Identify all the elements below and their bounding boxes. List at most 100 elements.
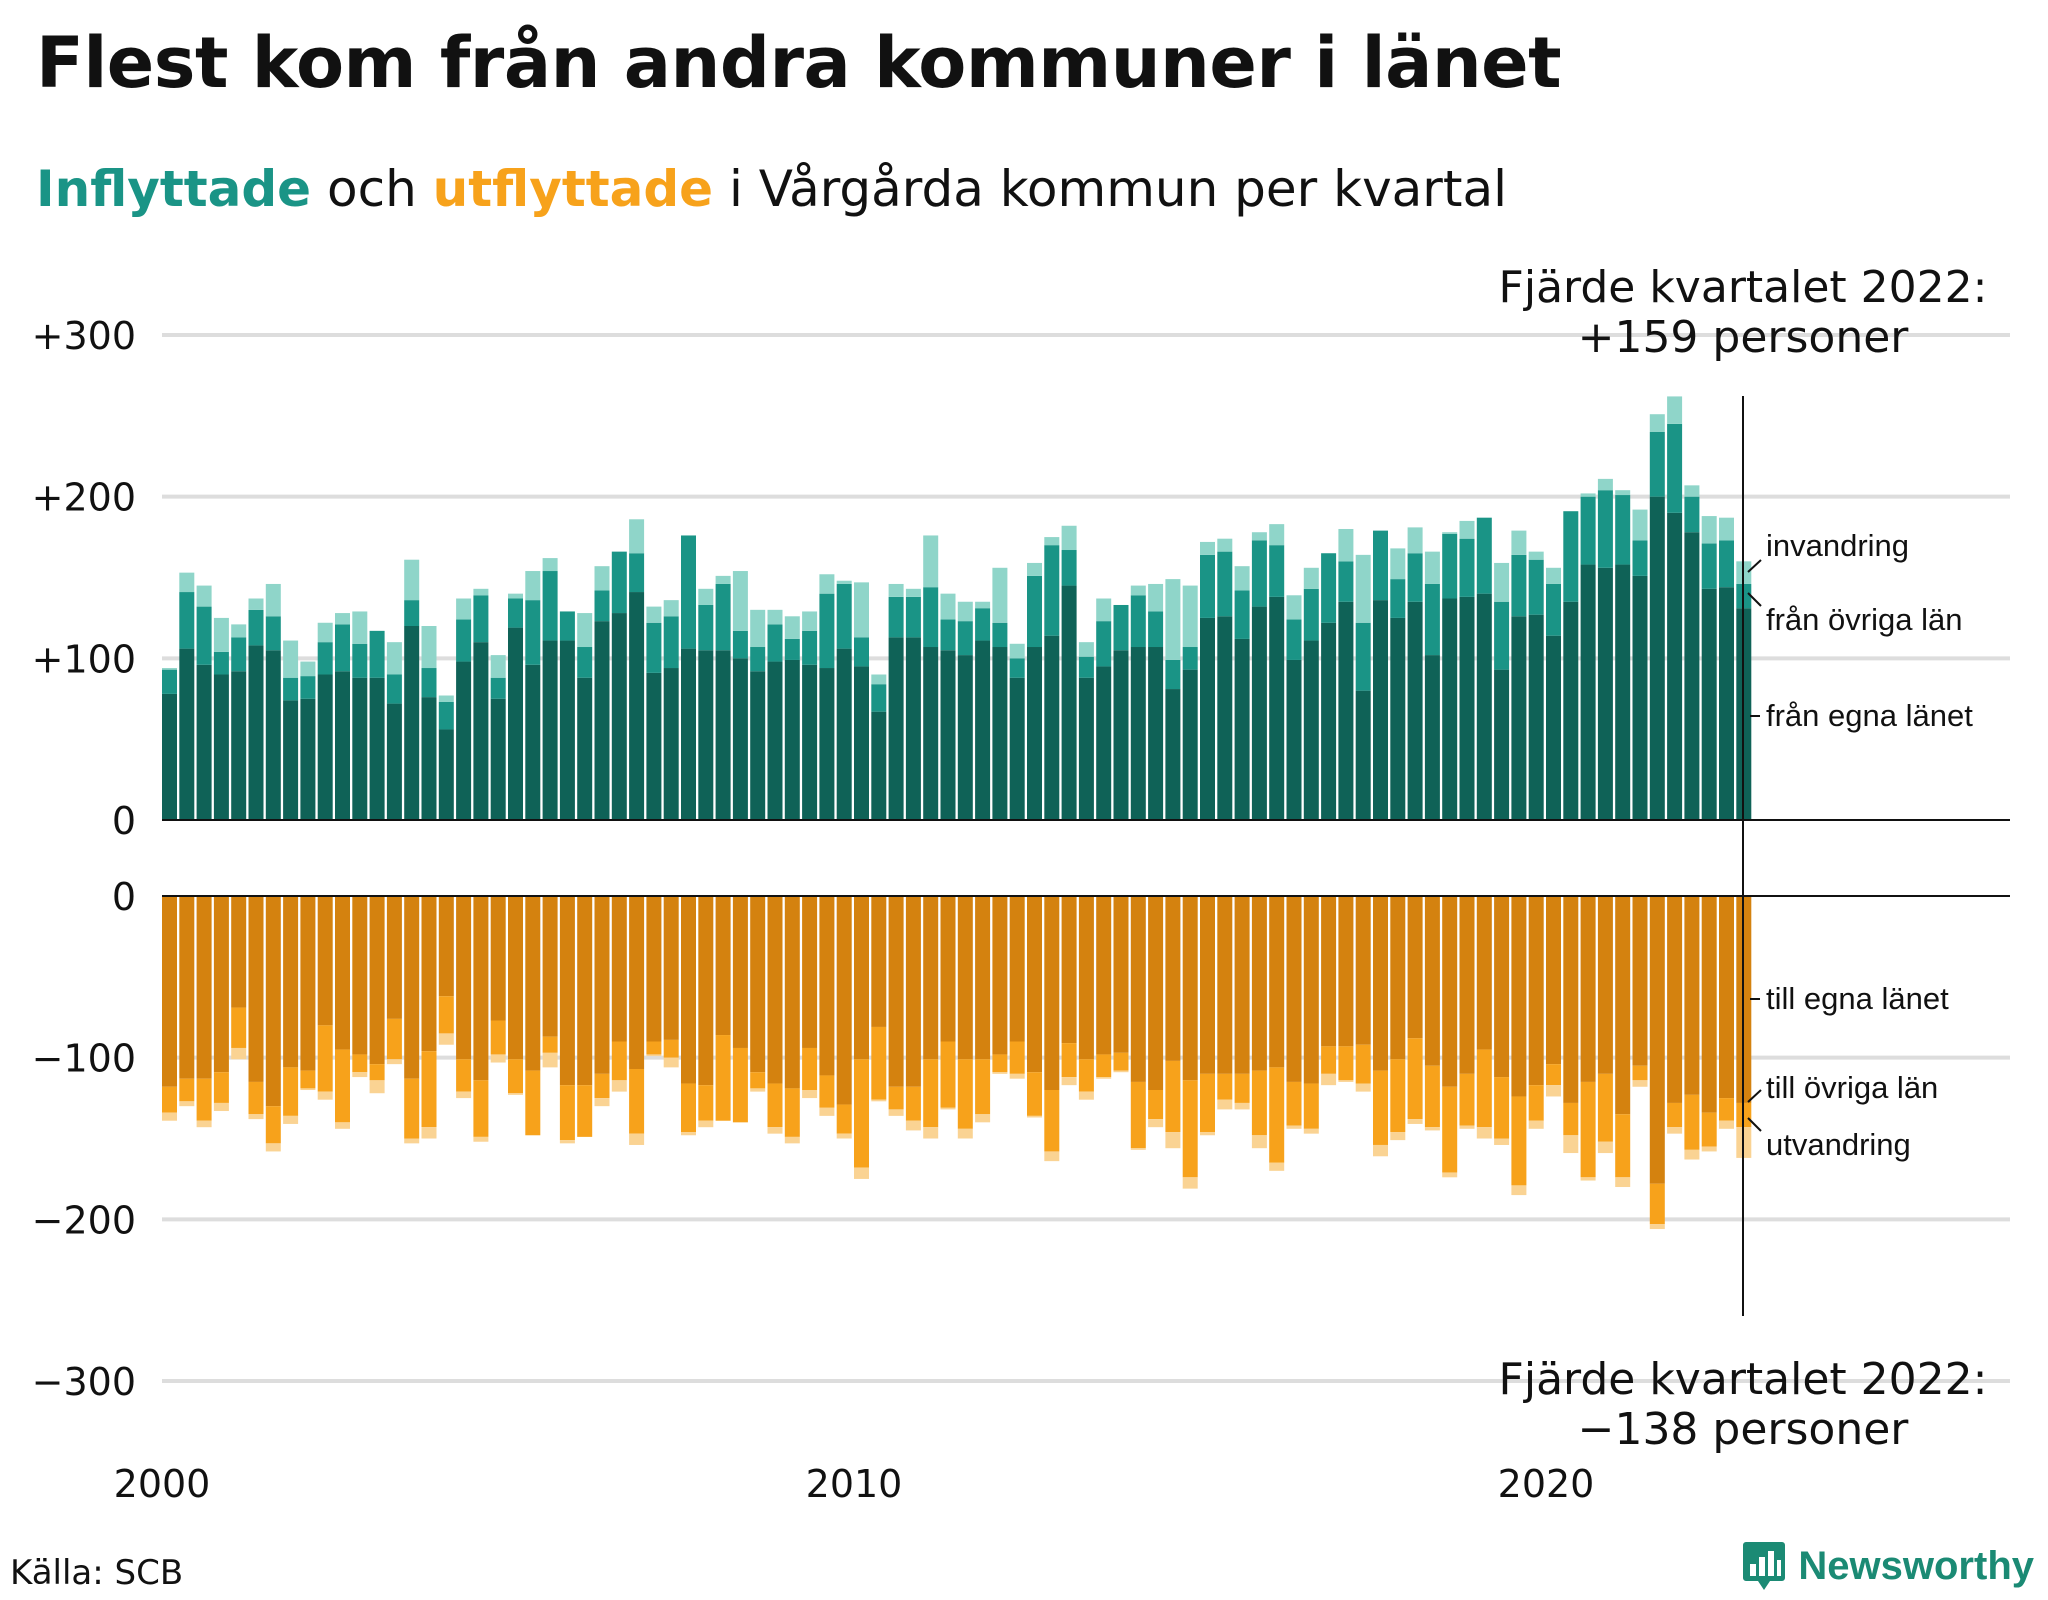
bar-utflyttade-utvandring — [1200, 1132, 1215, 1136]
bar-inflyttade-egna — [1511, 616, 1527, 820]
bar-utflyttade-ovriga — [1130, 1081, 1146, 1149]
bar-utflyttade-egna — [1027, 896, 1042, 1073]
bar-utflyttade-egna — [525, 896, 541, 1071]
bar-utflyttade-egna — [629, 896, 645, 1069]
label-fran-ovriga: från övriga län — [1766, 602, 1962, 637]
bar-utflyttade-ovriga — [1251, 1070, 1267, 1136]
bar-utflyttade-egna — [1701, 896, 1717, 1113]
bar-utflyttade-utvandring — [1217, 1099, 1233, 1110]
bar-inflyttade-ovriga — [1649, 431, 1665, 497]
bar-inflyttade-egna — [871, 711, 887, 820]
bar-utflyttade-utvandring — [490, 1054, 506, 1063]
axes: +300 +200 +100 0 0 −100 −200 −300 2000 2010 2020 — [32, 314, 2010, 1506]
bar-utflyttade-utvandring — [1546, 1085, 1561, 1097]
bar-utflyttade-egna — [1390, 896, 1406, 1060]
bar-utflyttade-egna — [473, 896, 489, 1081]
bar-inflyttade-ovriga — [317, 642, 333, 675]
bar-inflyttade-egna — [213, 674, 229, 820]
annotation-bottom-line2: −138 personer — [1578, 1404, 1910, 1455]
bar-utflyttade-ovriga — [1286, 1081, 1302, 1126]
bar-utflyttade-utvandring — [1615, 1177, 1631, 1188]
bar-inflyttade-invandring — [646, 606, 662, 623]
bar-utflyttade-egna — [1667, 896, 1683, 1103]
bar-inflyttade-ovriga — [1113, 604, 1129, 651]
bar-utflyttade-ovriga — [888, 1086, 904, 1110]
bar-inflyttade-invandring — [1701, 516, 1717, 544]
bar-utflyttade-egna — [1200, 896, 1215, 1074]
bar-inflyttade-ovriga — [525, 600, 541, 665]
bar-inflyttade-egna — [1390, 617, 1406, 820]
bar-utflyttade-egna — [957, 896, 973, 1060]
bar-utflyttade-utvandring — [1027, 1115, 1042, 1118]
bar-utflyttade-egna — [1234, 896, 1250, 1074]
bar-inflyttade-invandring — [283, 640, 299, 678]
bar-utflyttade-utvandring — [836, 1133, 852, 1139]
bar-inflyttade-egna — [767, 661, 783, 820]
bar-inflyttade-invandring — [404, 559, 420, 601]
bar-inflyttade-egna — [231, 671, 247, 820]
bar-utflyttade-utvandring — [473, 1136, 489, 1142]
bar-utflyttade-utvandring — [1390, 1132, 1406, 1141]
bar-inflyttade-egna — [162, 693, 177, 820]
bar-inflyttade-invandring — [698, 588, 714, 605]
bar-inflyttade-ovriga — [265, 616, 281, 651]
bar-utflyttade-utvandring — [1009, 1073, 1025, 1079]
bar-utflyttade-ovriga — [1148, 1090, 1164, 1120]
bar-utflyttade-utvandring — [1719, 1120, 1734, 1129]
bar-utflyttade-egna — [1684, 896, 1700, 1095]
bar-inflyttade-invandring — [957, 601, 973, 622]
bar-inflyttade-ovriga — [698, 604, 714, 651]
bar-inflyttade-ovriga — [905, 596, 921, 638]
bar-utflyttade-utvandring — [335, 1122, 350, 1129]
bar-inflyttade-invandring — [179, 572, 195, 593]
bar-inflyttade-egna — [490, 698, 506, 820]
bar-utflyttade-ovriga — [940, 1041, 956, 1108]
bar-utflyttade-egna — [1303, 896, 1319, 1084]
bar-inflyttade-egna — [1373, 600, 1388, 820]
y-tick-bottom: 0 — [112, 875, 136, 919]
bar-inflyttade-ovriga — [386, 674, 402, 704]
bar-inflyttade-egna — [681, 648, 696, 820]
bar-utflyttade-utvandring — [1459, 1125, 1475, 1129]
bar-utflyttade-utvandring — [992, 1072, 1008, 1074]
bar-inflyttade-invandring — [1632, 509, 1648, 541]
bar-utflyttade-utvandring — [940, 1107, 956, 1110]
bar-inflyttade-egna — [1597, 567, 1613, 820]
bar-utflyttade-ovriga — [1459, 1073, 1475, 1126]
bar-inflyttade-invandring — [1719, 517, 1734, 541]
bar-inflyttade-ovriga — [975, 608, 991, 641]
bar-inflyttade-egna — [698, 650, 714, 820]
bar-utflyttade-ovriga — [957, 1059, 973, 1129]
bar-inflyttade-invandring — [1528, 551, 1544, 560]
bar-inflyttade-invandring — [490, 655, 506, 678]
bar-inflyttade-ovriga — [629, 553, 645, 593]
bar-inflyttade-egna — [369, 677, 385, 820]
bar-utflyttade-utvandring — [369, 1080, 385, 1094]
bar-utflyttade-egna — [577, 896, 593, 1086]
bar-inflyttade-egna — [715, 650, 731, 820]
bar-utflyttade-utvandring — [1424, 1127, 1440, 1131]
bar-utflyttade-ovriga — [1269, 1067, 1285, 1163]
bar-inflyttade-ovriga — [421, 668, 437, 698]
bar-utflyttade-utvandring — [957, 1128, 973, 1139]
bar-inflyttade-egna — [1407, 601, 1423, 820]
bar-utflyttade-ovriga — [1009, 1041, 1025, 1074]
bar-utflyttade-ovriga — [1667, 1102, 1683, 1128]
bar-inflyttade-ovriga — [1061, 550, 1077, 586]
bar-inflyttade-egna — [542, 640, 558, 820]
bar-inflyttade-ovriga — [196, 606, 212, 665]
bar-inflyttade-invandring — [1009, 643, 1025, 659]
bar-utflyttade-utvandring — [1113, 1070, 1129, 1073]
bar-utflyttade-egna — [1148, 896, 1164, 1090]
bar-inflyttade-ovriga — [923, 587, 939, 648]
bar-inflyttade-egna — [1338, 601, 1354, 820]
bar-inflyttade-ovriga — [1096, 621, 1112, 667]
bar-inflyttade-ovriga — [1130, 595, 1146, 648]
bar-inflyttade-egna — [1165, 689, 1181, 820]
bar-utflyttade-egna — [300, 896, 316, 1071]
bar-utflyttade-egna — [1130, 896, 1146, 1082]
bar-inflyttade-egna — [611, 613, 627, 820]
bar-inflyttade-ovriga — [352, 643, 368, 678]
bar-inflyttade-egna — [1701, 588, 1717, 820]
bar-inflyttade-ovriga — [1044, 545, 1060, 636]
